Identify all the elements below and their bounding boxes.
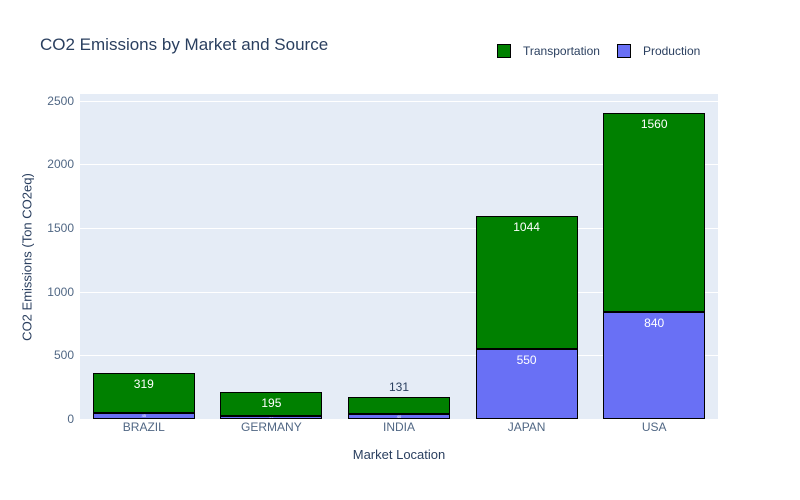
bar-production-india[interactable]: 40 xyxy=(348,413,450,419)
y-tick: 2500 xyxy=(47,93,74,108)
bar-production-germany[interactable]: 20 xyxy=(220,416,323,419)
bar-transportation-brazil[interactable]: 319 xyxy=(92,372,195,414)
legend-item-transportation[interactable]: Transportation xyxy=(497,44,600,58)
x-tick-usa: USA xyxy=(641,420,667,434)
bar-value-label: 550 xyxy=(516,352,537,367)
bar-transportation-usa[interactable]: 1560 xyxy=(603,113,706,312)
bar-value-label-clipped: 40 xyxy=(396,413,402,419)
y-tick: 2000 xyxy=(47,157,74,172)
legend-swatch-transportation-icon xyxy=(497,44,511,58)
bar-value-label: 1044 xyxy=(513,219,540,234)
bar-value-label: 840 xyxy=(644,315,665,330)
x-tick-india: INDIA xyxy=(382,420,415,434)
y-tick: 500 xyxy=(53,348,74,363)
chart-title: CO2 Emissions by Market and Source xyxy=(40,35,329,54)
y-tick: 0 xyxy=(67,412,74,426)
y-axis-title: CO2 Emissions (Ton CO2eq) xyxy=(19,173,35,341)
x-tick-brazil: BRAZIL xyxy=(122,420,165,434)
legend: Transportation Production xyxy=(497,44,700,58)
legend-swatch-production-icon xyxy=(616,44,631,58)
bar-transportation-germany[interactable]: 195 xyxy=(220,391,323,417)
bar-value-label: 195 xyxy=(261,395,282,410)
y-tick: 1500 xyxy=(47,220,74,235)
bar-transportation-india[interactable] xyxy=(348,397,450,414)
x-tick-germany: GERMANY xyxy=(241,420,302,434)
legend-label-production: Production xyxy=(642,44,701,58)
bar-transportation-japan[interactable]: 1044 xyxy=(475,215,578,349)
bar-value-label: 319 xyxy=(133,376,154,391)
bar-production-usa[interactable]: 840 xyxy=(603,311,706,419)
x-axis-title: Market Location xyxy=(352,447,446,462)
gridline xyxy=(80,419,718,420)
bar-value-label-clipped: 20 xyxy=(269,416,274,419)
plot-area[interactable]: 45 319 20 195 40 131 550 1044 840 1560 xyxy=(80,94,718,420)
y-tick: 1000 xyxy=(47,284,74,299)
bar-production-japan[interactable]: 550 xyxy=(475,348,578,419)
bar-production-brazil[interactable]: 45 xyxy=(92,413,195,419)
bar-value-label: 131 xyxy=(388,380,410,395)
legend-label-transportation: Transportation xyxy=(523,44,600,58)
gridline xyxy=(80,164,718,166)
gridline xyxy=(80,291,718,293)
gridline xyxy=(80,100,718,102)
bar-value-label-clipped: 45 xyxy=(141,413,147,419)
bar-value-label: 1560 xyxy=(640,117,668,132)
gridline xyxy=(80,227,718,229)
gridline xyxy=(80,355,718,357)
x-tick-japan: JAPAN xyxy=(507,420,546,434)
legend-item-production[interactable]: Production xyxy=(616,44,701,58)
